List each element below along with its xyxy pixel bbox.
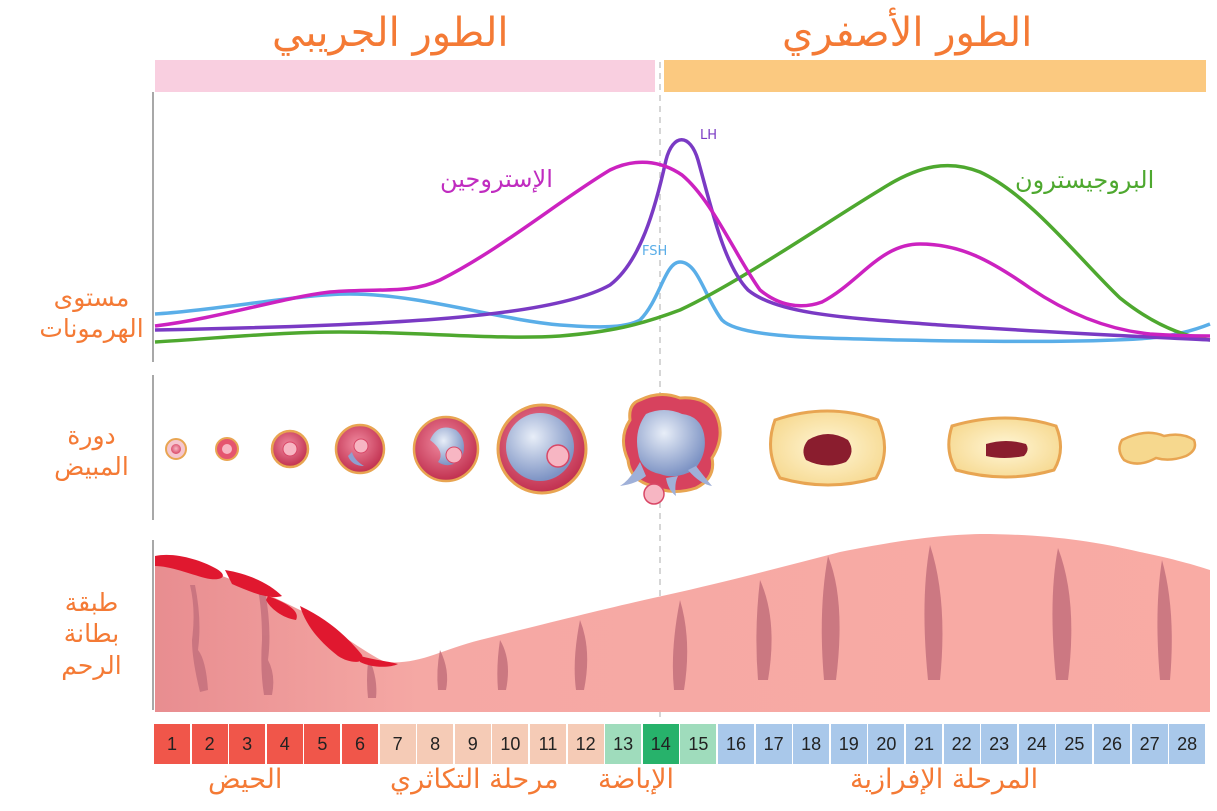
ovulation-label: الإباضة	[598, 764, 675, 795]
secretory-label: المرحلة الإفرازية	[850, 764, 1039, 795]
day-box: 14	[642, 724, 679, 764]
day-box: 1	[154, 724, 190, 764]
hormone-label-line-2: الهرمونات	[39, 314, 144, 344]
day-box: 4	[266, 724, 303, 764]
day-box: 6	[342, 724, 378, 764]
menstruation-label: الحيض	[208, 764, 283, 795]
hormone-axis-line	[152, 92, 154, 362]
day-box: 5	[304, 724, 341, 764]
corpus-luteum-1	[769, 409, 886, 487]
estrogen-curve	[154, 160, 1211, 338]
uterus-label-line-1: طبقة	[64, 588, 119, 617]
day-box: 2	[191, 724, 228, 764]
ovarian-cycle-label: دورة المبيض	[34, 420, 149, 483]
day-box: 12	[567, 724, 604, 764]
luteal-phase-bar	[664, 60, 1206, 92]
day-box: 25	[1056, 724, 1093, 764]
luteal-phase-title: الطور الأصفري	[782, 10, 1033, 56]
lh-curve	[154, 138, 1211, 342]
day-box: 15	[680, 724, 717, 764]
day-box: 18	[793, 724, 830, 764]
day-box: 8	[417, 724, 454, 764]
uterine-glands	[190, 545, 1172, 698]
fsh-label: FSH	[642, 244, 668, 259]
corpus-albicans	[1118, 431, 1197, 465]
day-box: 16	[718, 724, 754, 764]
day-box: 19	[830, 724, 867, 764]
day-box: 27	[1131, 724, 1168, 764]
day-box: 7	[379, 724, 416, 764]
day-box: 9	[454, 724, 491, 764]
day-box: 20	[868, 724, 905, 764]
day-box: 22	[943, 724, 980, 764]
uterus-label-line-2: بطانة	[63, 619, 120, 649]
estrogen-label: الإستروجين	[440, 165, 553, 193]
day-box: 26	[1094, 724, 1130, 764]
ovary-stage-ovulation	[620, 393, 722, 505]
progesterone-label: البروجيسترون	[1015, 166, 1155, 194]
ovary-stage-3	[270, 429, 310, 469]
proliferative-label: مرحلة التكاثري	[390, 764, 559, 795]
day-box: 11	[530, 724, 566, 764]
hormone-label-line-1: مستوى	[53, 283, 130, 312]
hormone-level-label: مستوى الهرمونات	[34, 282, 149, 345]
menstrual-blood	[155, 554, 398, 667]
corpus-luteum-2	[947, 416, 1062, 479]
day-box: 10	[492, 724, 529, 764]
uterine-lining-label: طبقة بطانة الرحم	[34, 587, 149, 681]
fsh-curve	[154, 260, 1211, 344]
ovary-stage-6	[496, 403, 588, 495]
ovary-stage-5	[412, 415, 480, 483]
day-box: 21	[906, 724, 942, 764]
day-box: 23	[981, 724, 1018, 764]
uterus-label-line-3: الرحم	[61, 650, 122, 680]
ovary-label-line-1: دورة	[67, 421, 116, 450]
uterus-axis-line	[152, 540, 154, 710]
day-box: 28	[1169, 724, 1206, 764]
day-box: 3	[229, 724, 266, 764]
follicular-phase-bar	[155, 60, 655, 92]
ovary-stage-2	[215, 437, 239, 461]
ovary-label-line-2: المبيض	[54, 452, 129, 482]
day-box: 13	[605, 724, 642, 764]
ovary-stage-1	[165, 438, 187, 460]
follicular-phase-title: الطور الجريبي	[272, 10, 509, 56]
day-box: 24	[1018, 724, 1055, 764]
lh-label: LH	[700, 128, 718, 143]
ovary-stage-4	[334, 423, 386, 475]
ovary-axis-line	[152, 375, 154, 520]
day-box: 17	[755, 724, 792, 764]
